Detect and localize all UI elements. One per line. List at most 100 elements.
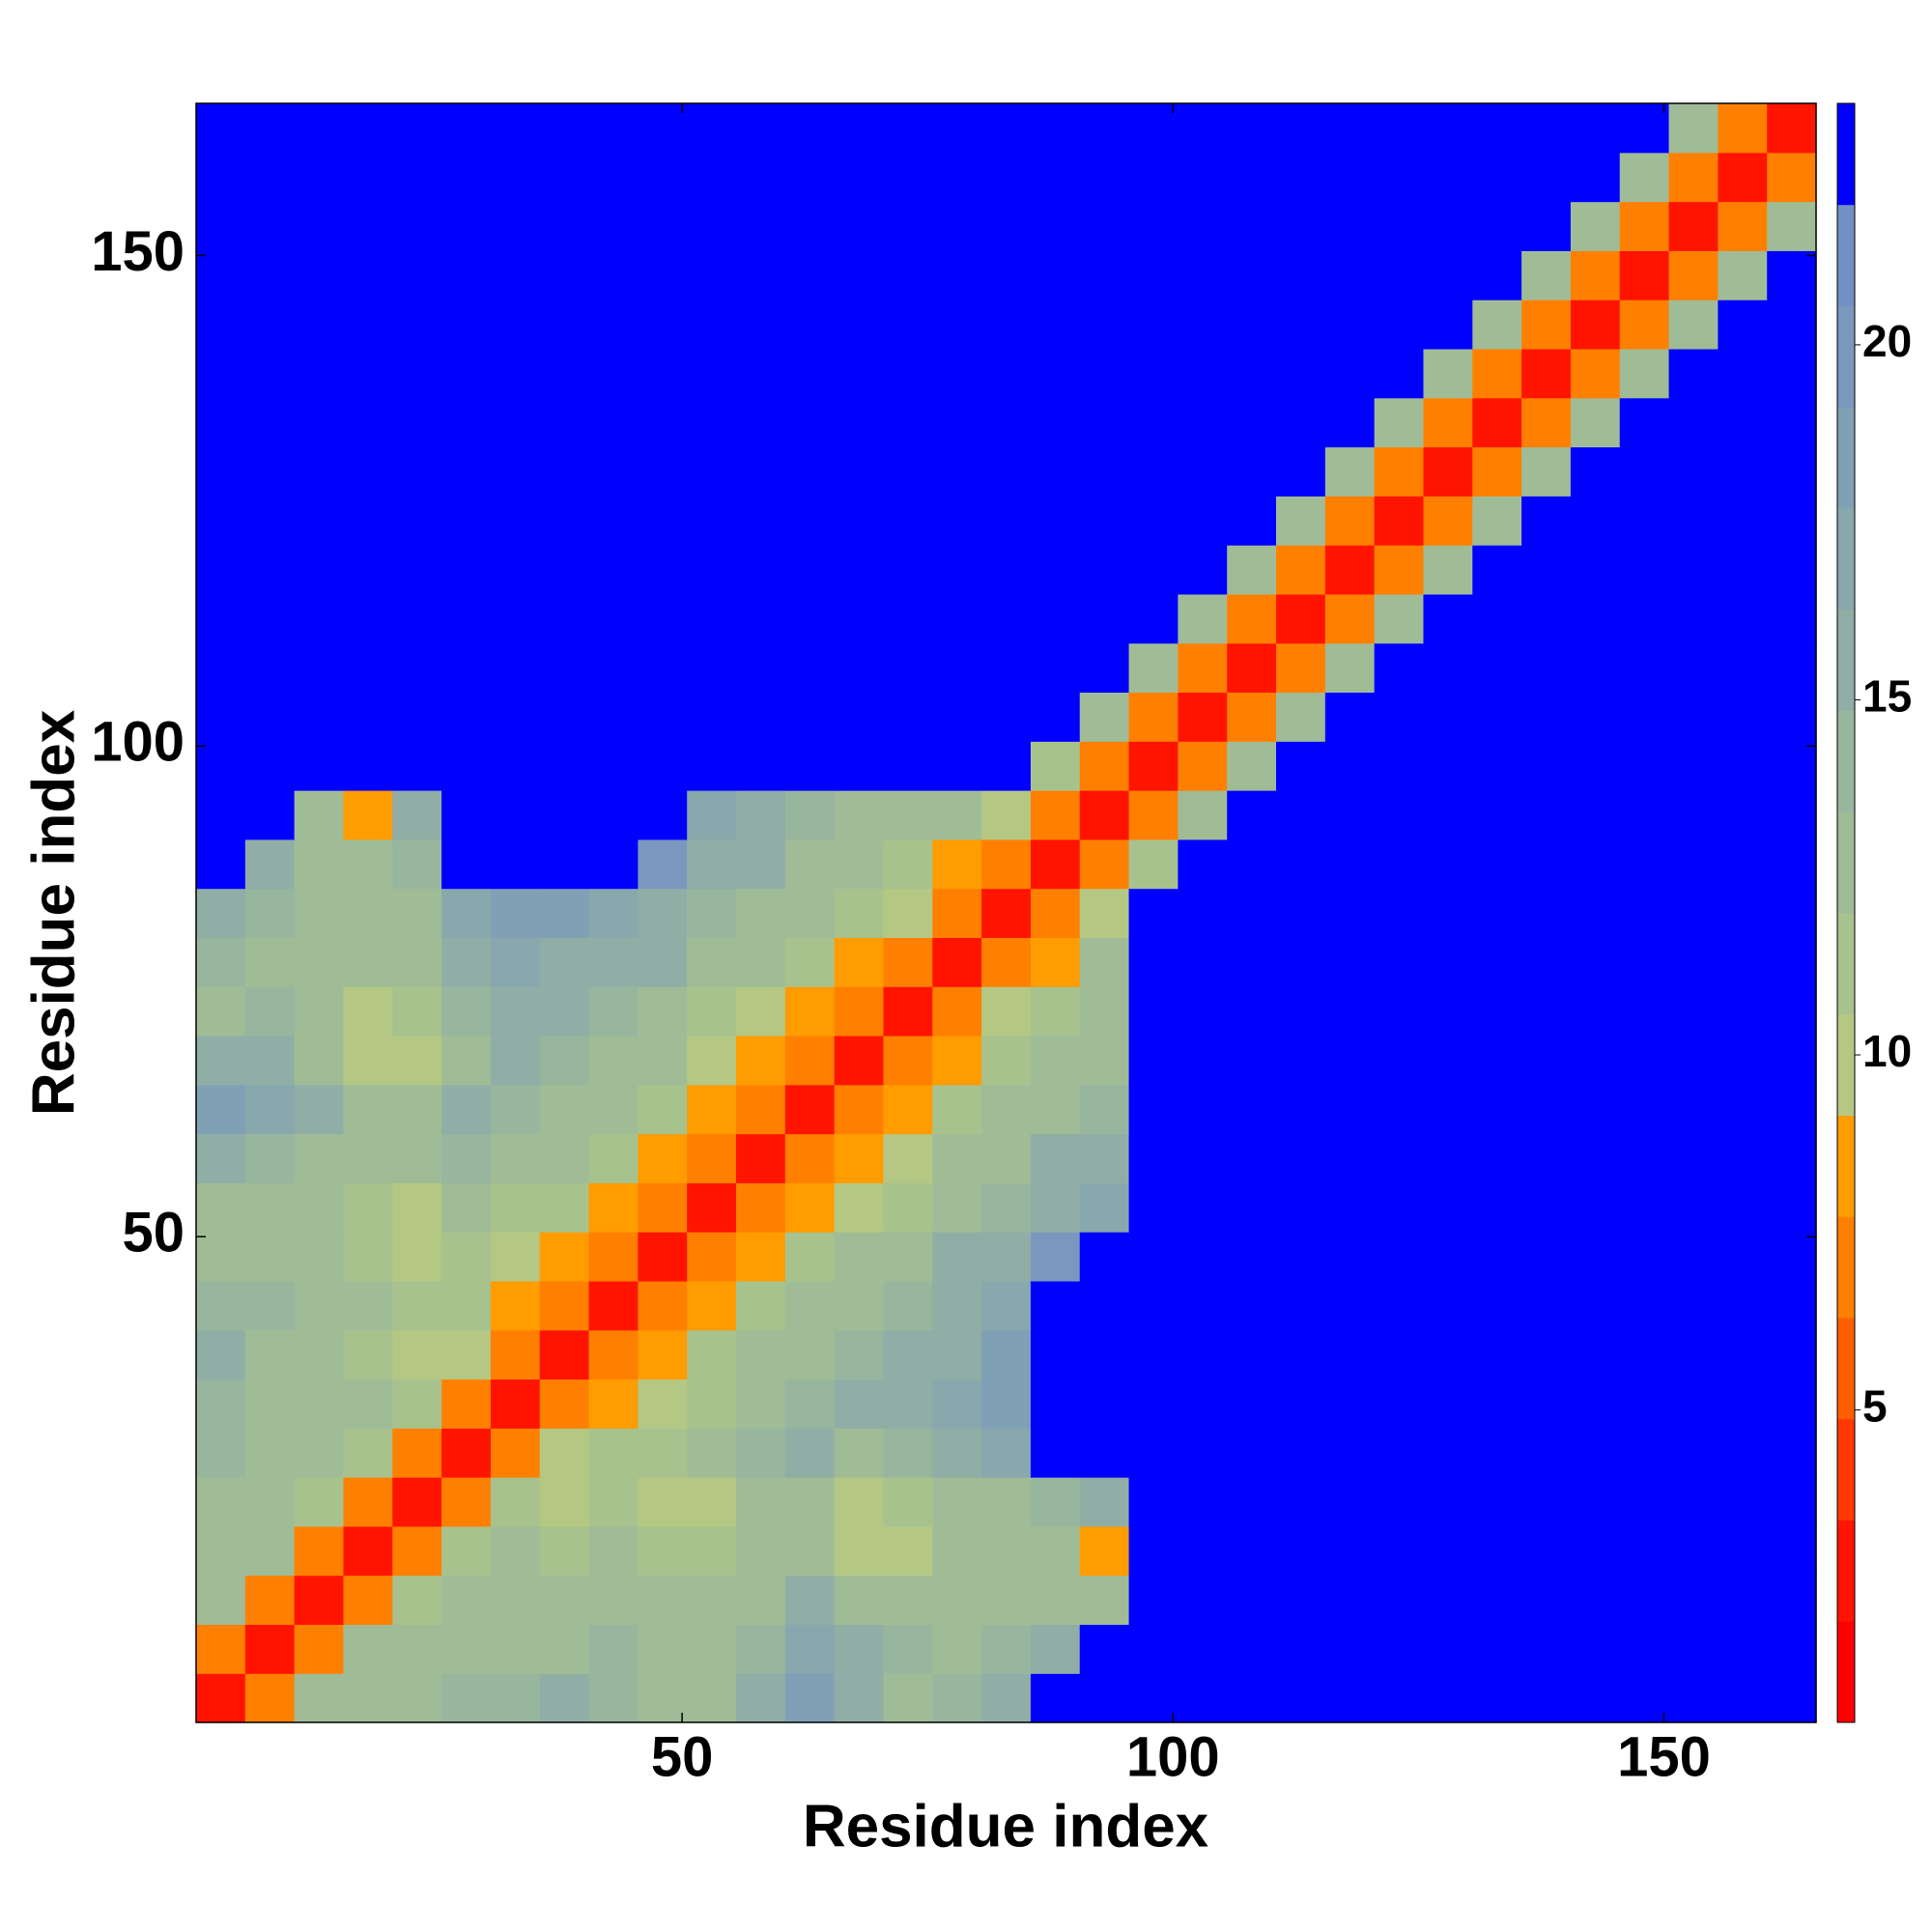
heatmap-cell	[1276, 593, 1326, 644]
heatmap-cell	[834, 1182, 885, 1233]
heatmap-cell	[196, 1133, 246, 1183]
heatmap-cell	[588, 1624, 639, 1674]
heatmap-cell	[1324, 397, 1376, 448]
heatmap-cell	[1668, 692, 1719, 742]
heatmap-cell	[441, 1378, 492, 1429]
heatmap-cell	[1767, 397, 1817, 448]
heatmap-cell	[834, 446, 885, 497]
heatmap-cell	[1227, 593, 1277, 644]
heatmap-cell	[588, 741, 639, 791]
heatmap-cell	[1668, 201, 1719, 251]
heatmap-cell	[1128, 1329, 1179, 1380]
heatmap-cell	[1619, 790, 1670, 840]
heatmap-cell	[981, 593, 1032, 644]
heatmap-cell	[539, 103, 590, 154]
heatmap-cell	[343, 201, 393, 251]
heatmap-cell	[294, 1575, 345, 1626]
heatmap-cell	[981, 1428, 1032, 1478]
heatmap-cell	[343, 1035, 393, 1086]
heatmap-cell	[1276, 1182, 1326, 1233]
heatmap-cell	[1030, 250, 1081, 300]
heatmap-cell	[392, 1378, 442, 1429]
heatmap-cell	[1276, 1035, 1326, 1086]
heatmap-cell	[1227, 397, 1277, 448]
heatmap-cell	[1521, 201, 1572, 251]
heatmap-cell	[196, 1428, 246, 1478]
heatmap-cell	[1472, 397, 1522, 448]
heatmap-cell	[441, 593, 492, 644]
heatmap-cell	[784, 1084, 836, 1135]
heatmap-cell	[1619, 1084, 1670, 1135]
heatmap-cell	[1668, 1232, 1719, 1282]
heatmap-cell	[539, 1378, 590, 1429]
heatmap-cell	[1030, 937, 1081, 987]
heatmap-cell	[1423, 1575, 1473, 1626]
heatmap-cell	[638, 1575, 688, 1626]
heatmap-cell	[687, 1084, 737, 1135]
heatmap-cell	[1128, 986, 1179, 1037]
heatmap-cell	[1374, 545, 1425, 595]
heatmap-cell	[1472, 1280, 1522, 1331]
heatmap-cell	[1374, 1232, 1425, 1282]
heatmap-cell	[1374, 593, 1425, 644]
heatmap-cell	[539, 250, 590, 300]
heatmap-cell	[834, 986, 885, 1037]
heatmap-cell	[687, 348, 737, 399]
x-tick-label: 50	[651, 1725, 714, 1788]
heatmap-cell	[784, 1329, 836, 1380]
heatmap-cell	[244, 1280, 296, 1331]
heatmap-cell	[490, 1428, 541, 1478]
heatmap-cell	[638, 1428, 688, 1478]
heatmap-cell	[294, 1525, 345, 1577]
heatmap-cell	[441, 1477, 492, 1527]
heatmap-cell	[784, 1378, 836, 1429]
heatmap-cell	[736, 1329, 786, 1380]
heatmap-cell	[1128, 937, 1179, 987]
heatmap-cell	[932, 250, 982, 300]
heatmap-cell	[784, 201, 836, 251]
heatmap-cell	[1128, 1232, 1179, 1282]
heatmap-cell	[1276, 1133, 1326, 1183]
heatmap-cell	[1570, 1673, 1621, 1723]
heatmap-cell	[1079, 1525, 1130, 1577]
heatmap-cell	[1521, 1624, 1572, 1674]
heatmap-cell	[1472, 692, 1522, 742]
heatmap-cell	[834, 250, 885, 300]
heatmap-cell	[981, 741, 1032, 791]
heatmap-cell	[1767, 741, 1817, 791]
heatmap-cell	[834, 545, 885, 595]
heatmap-cell	[1276, 888, 1326, 938]
heatmap-cell	[981, 1035, 1032, 1086]
heatmap-cell	[1178, 348, 1228, 399]
heatmap-cell	[588, 838, 639, 890]
heatmap-cell	[883, 545, 933, 595]
heatmap-cell	[1227, 446, 1277, 497]
heatmap-cell	[638, 692, 688, 742]
heatmap-cell	[1030, 545, 1081, 595]
heatmap-cell	[736, 1673, 786, 1723]
heatmap-cell	[392, 1525, 442, 1577]
heatmap-cell	[1718, 1232, 1768, 1282]
heatmap-cell	[294, 152, 345, 203]
heatmap-cell	[932, 1035, 982, 1086]
heatmap-cell	[1570, 692, 1621, 742]
heatmap-cell	[981, 1575, 1032, 1626]
heatmap-cell	[196, 446, 246, 497]
heatmap-cell	[490, 741, 541, 791]
x-axis-label: Residue index	[803, 1793, 1209, 1860]
heatmap-cell	[834, 1477, 885, 1527]
heatmap-cell	[1374, 741, 1425, 791]
heatmap-cell	[1570, 397, 1621, 448]
heatmap-cell	[441, 446, 492, 497]
heatmap-cell	[294, 593, 345, 644]
heatmap-cell	[244, 201, 296, 251]
heatmap-cell	[1668, 1035, 1719, 1086]
heatmap-cell	[687, 201, 737, 251]
heatmap-cell	[588, 250, 639, 300]
heatmap-cell	[1423, 790, 1473, 840]
heatmap-cell	[196, 741, 246, 791]
heatmap-cell	[244, 838, 296, 890]
heatmap-cell	[1472, 103, 1522, 154]
heatmap-cell	[1227, 1624, 1277, 1674]
heatmap-cell	[1668, 1084, 1719, 1135]
